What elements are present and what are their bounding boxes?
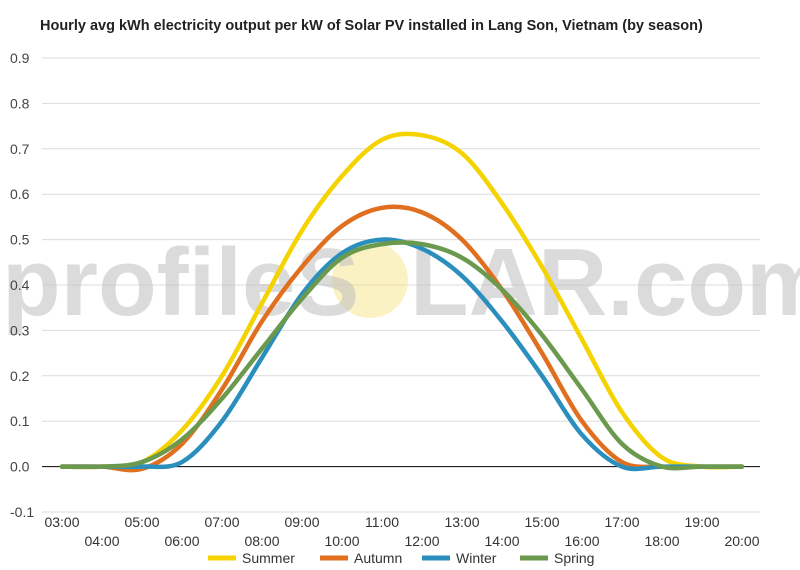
watermark: profileS LAR.com	[2, 229, 800, 336]
x-axis: 03:00 04:00 05:00 06:00 07:00 08:00 09:00 10:00…	[44, 514, 759, 549]
x-tick-label: 13:00	[444, 514, 479, 530]
y-tick-label: 0.5	[10, 232, 30, 248]
watermark-text-right: LAR.com	[410, 229, 800, 336]
y-tick-label: 0.0	[10, 459, 30, 475]
x-tick-label: 20:00	[724, 533, 759, 549]
watermark-text-left: profileS	[2, 229, 359, 336]
x-tick-label: 07:00	[204, 514, 239, 530]
y-tick-label: 0.4	[10, 277, 30, 293]
series-line-autumn	[59, 204, 745, 473]
series-layer	[59, 131, 745, 473]
grid-layer	[42, 57, 760, 513]
x-tick-label: 16:00	[564, 533, 599, 549]
series-line-summer	[59, 131, 745, 470]
x-tick-label: 09:00	[284, 514, 319, 530]
x-tick-label: 11:00	[365, 514, 399, 530]
y-tick-label: 0.1	[10, 413, 30, 429]
chart-title: Hourly avg kWh electricity output per kW…	[40, 18, 703, 34]
x-tick-label: 10:00	[324, 533, 359, 549]
legend-label-spring: Spring	[554, 550, 594, 566]
x-tick-label: 04:00	[84, 533, 119, 549]
watermark-sun-icon	[332, 242, 408, 318]
legend-label-summer: Summer	[242, 550, 295, 566]
y-tick-label: 0.7	[10, 141, 30, 157]
legend-label-winter: Winter	[456, 550, 497, 566]
x-tick-label: 15:00	[524, 514, 559, 530]
y-tick-label: 0.6	[10, 186, 30, 202]
x-tick-label: 17:00	[604, 514, 639, 530]
x-tick-label: 05:00	[124, 514, 159, 530]
y-tick-label: 0.2	[10, 368, 30, 384]
series-line-spring	[59, 240, 745, 471]
x-tick-label: 06:00	[164, 533, 199, 549]
y-tick-label: 0.3	[10, 322, 30, 338]
legend: Summer Autumn Winter Spring	[208, 550, 594, 566]
y-tick-label: -0.1	[10, 504, 34, 520]
x-tick-label: 03:00	[44, 514, 79, 530]
x-tick-label: 19:00	[684, 514, 719, 530]
y-axis: 0.9 0.8 0.7 0.6 0.5 0.4 0.3 0.2 0.1 0.0 -0.1	[10, 50, 34, 520]
x-tick-label: 18:00	[644, 533, 679, 549]
x-tick-label: 14:00	[484, 533, 519, 549]
x-tick-label: 08:00	[244, 533, 279, 549]
legend-label-autumn: Autumn	[354, 550, 402, 566]
y-tick-label: 0.8	[10, 95, 30, 111]
x-tick-label: 12:00	[404, 533, 439, 549]
y-tick-label: 0.9	[10, 50, 30, 66]
